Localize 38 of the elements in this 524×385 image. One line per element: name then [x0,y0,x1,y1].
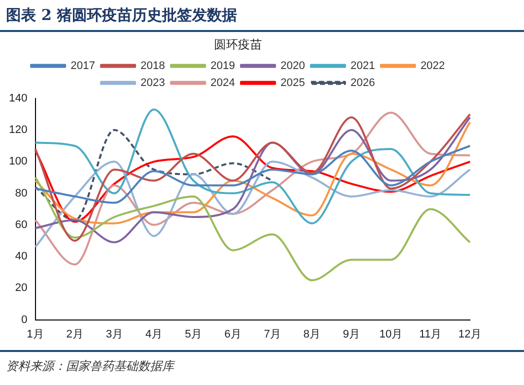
line-series [34,176,471,282]
legend-label: 2024 [210,76,236,89]
x-tick-label: 4月 [145,328,162,340]
legend-label: 2020 [280,60,305,72]
x-tick-label: 10月 [379,328,403,340]
y-tick-label: 100 [8,156,28,168]
x-tick-label: 11月 [419,328,442,340]
y-tick-label: 120 [8,124,28,136]
y-tick-label: 60 [15,218,28,231]
x-tick-label: 12月 [458,328,482,340]
y-tick-label: 0 [21,314,28,326]
x-tick-label: 2月 [66,328,84,340]
legend-label: 2025 [280,76,305,89]
legend-label: 2023 [140,76,166,89]
chart-subtitle: 圆环疫苗 [214,38,262,52]
line-series [34,112,471,266]
x-tick-label: 7月 [264,328,281,340]
y-tick-label: 80 [15,187,28,200]
x-tick-label: 8月 [303,328,321,340]
legend-label: 2026 [350,76,375,89]
y-tick-label: 40 [15,250,28,263]
legend-label: 2021 [350,60,375,72]
legend-label: 2019 [210,60,236,72]
text: 资料来源：国家兽药基础数据库 [6,359,174,373]
line-series [34,160,471,248]
chart-title: 图表 2 猪圆环疫苗历史批签发数据 [6,6,237,24]
x-tick-label: 9月 [342,328,360,340]
legend-label: 2022 [420,60,445,72]
line-series [34,129,274,222]
x-tick-label: 1月 [26,328,44,340]
legend-label: 2017 [70,60,96,72]
y-tick-label: 20 [15,282,28,294]
x-tick-label: 3月 [106,328,123,340]
line-series [34,144,471,204]
x-tick-label: 5月 [184,328,202,340]
x-tick-label: 6月 [224,328,242,340]
legend-label: 2018 [140,60,166,72]
y-tick-label: 140 [8,92,28,104]
